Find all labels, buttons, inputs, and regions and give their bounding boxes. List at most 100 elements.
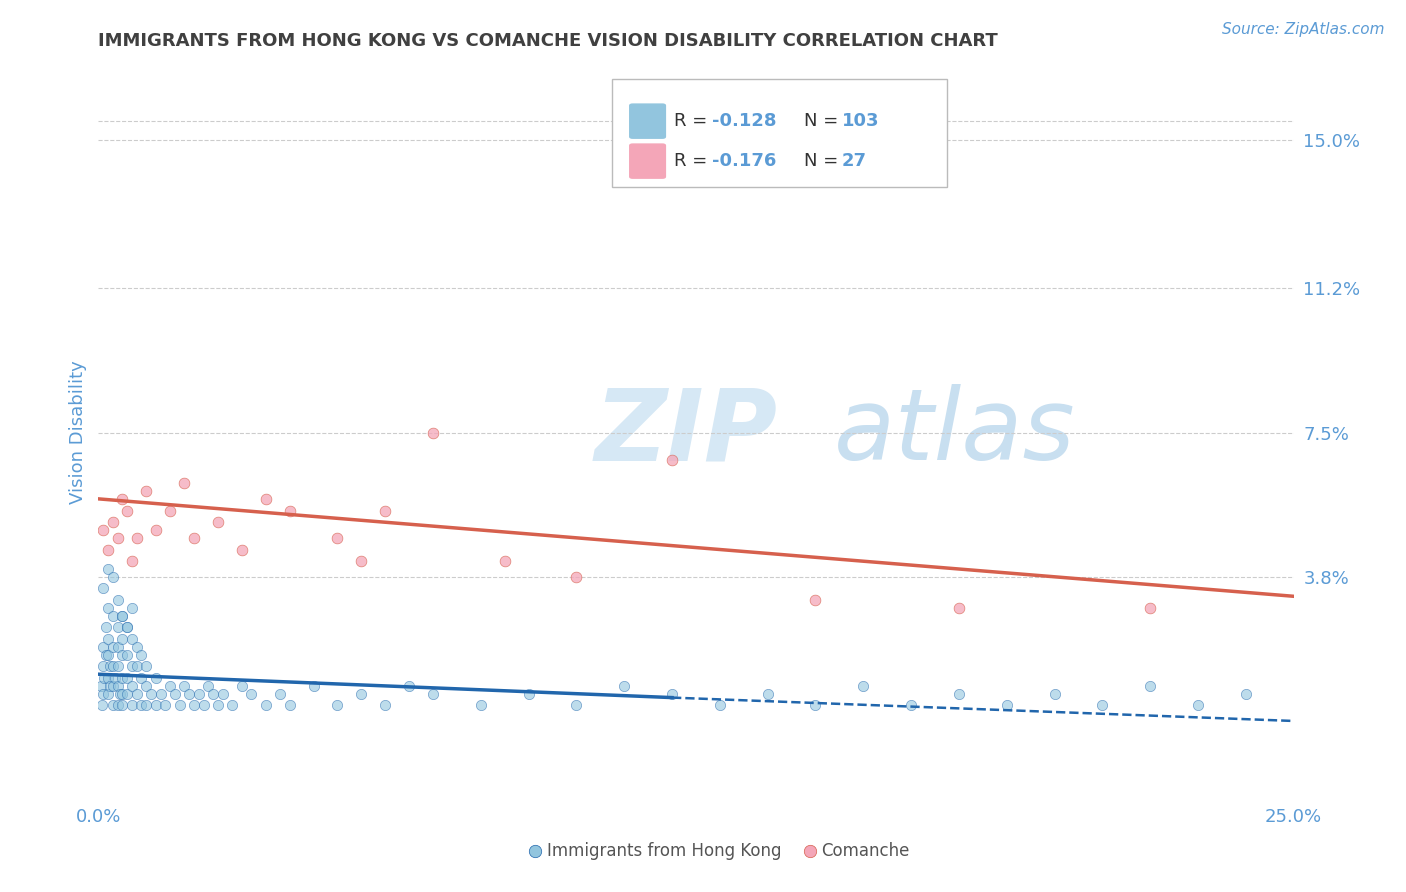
Point (422, 687, 444, 701)
Point (661, 687, 683, 701)
Point (91, 640, 114, 654)
Point (254, 698, 277, 713)
Text: R =: R = (675, 153, 713, 170)
Point (91, 582, 114, 596)
Point (326, 531, 349, 545)
Point (1187, 698, 1209, 713)
Point (179, 687, 201, 701)
Point (115, 687, 138, 701)
Point (131, 648, 153, 662)
Point (135, 484, 157, 499)
Point (1139, 601, 1161, 615)
Point (121, 632, 143, 647)
Point (470, 698, 492, 713)
Point (101, 608, 124, 623)
Point (169, 698, 191, 713)
Point (709, 698, 731, 713)
Point (107, 679, 129, 693)
Point (111, 671, 134, 685)
Point (107, 640, 129, 654)
Point (97, 542, 120, 557)
Point (756, 687, 779, 701)
Point (326, 698, 349, 713)
Point (211, 687, 233, 701)
Point (155, 698, 177, 713)
Point (111, 632, 134, 647)
Point (121, 679, 143, 693)
Point (374, 698, 396, 713)
Point (131, 671, 153, 685)
Point (948, 687, 970, 701)
Point (398, 679, 420, 693)
Point (107, 698, 129, 713)
Point (93, 671, 115, 685)
FancyBboxPatch shape (628, 144, 666, 179)
Point (193, 698, 215, 713)
Point (98, 659, 122, 673)
FancyBboxPatch shape (613, 79, 948, 186)
Point (374, 503, 396, 517)
Point (422, 425, 444, 440)
Point (91, 687, 114, 701)
Point (517, 687, 540, 701)
Point (91, 659, 114, 673)
Point (125, 640, 148, 654)
Point (107, 593, 129, 607)
Point (173, 476, 195, 491)
Point (187, 687, 209, 701)
Point (101, 515, 124, 529)
Point (159, 503, 181, 517)
Point (107, 659, 129, 673)
Text: IMMIGRANTS FROM HONG KONG VS COMANCHE VISION DISABILITY CORRELATION CHART: IMMIGRANTS FROM HONG KONG VS COMANCHE VI… (98, 32, 998, 50)
Text: Source: ZipAtlas.com: Source: ZipAtlas.com (1222, 22, 1385, 37)
Point (97, 632, 120, 647)
Point (207, 515, 229, 529)
Point (111, 648, 134, 662)
Point (115, 648, 138, 662)
Point (565, 570, 588, 584)
Point (254, 491, 277, 506)
Point (173, 679, 195, 693)
Point (108, 687, 131, 701)
Point (107, 531, 129, 545)
Point (135, 698, 157, 713)
Point (121, 601, 143, 615)
Point (269, 687, 291, 701)
Point (278, 698, 301, 713)
Point (995, 698, 1018, 713)
Point (115, 620, 138, 634)
Point (104, 671, 127, 685)
Point (111, 698, 134, 713)
Point (231, 679, 253, 693)
Point (145, 671, 167, 685)
Text: R =: R = (675, 112, 713, 130)
Point (221, 698, 243, 713)
Text: Immigrants from Hong Kong: Immigrants from Hong Kong (547, 842, 782, 860)
Text: atlas: atlas (834, 384, 1076, 481)
Point (159, 679, 181, 693)
Point (494, 554, 516, 568)
Point (115, 620, 138, 634)
Text: 103: 103 (842, 112, 879, 130)
Point (1091, 698, 1114, 713)
Point (183, 531, 205, 545)
Point (121, 659, 143, 673)
Point (111, 608, 134, 623)
Point (111, 608, 134, 623)
Point (149, 687, 172, 701)
Point (197, 679, 219, 693)
Point (94, 648, 117, 662)
Point (101, 659, 124, 673)
Point (111, 687, 134, 701)
Point (278, 503, 301, 517)
Point (101, 640, 124, 654)
Point (101, 698, 124, 713)
Point (145, 523, 167, 537)
Point (135, 679, 157, 693)
Point (207, 698, 229, 713)
Point (107, 620, 129, 634)
Point (852, 679, 875, 693)
Point (183, 698, 205, 713)
Point (1139, 679, 1161, 693)
Text: N =: N = (804, 153, 844, 170)
